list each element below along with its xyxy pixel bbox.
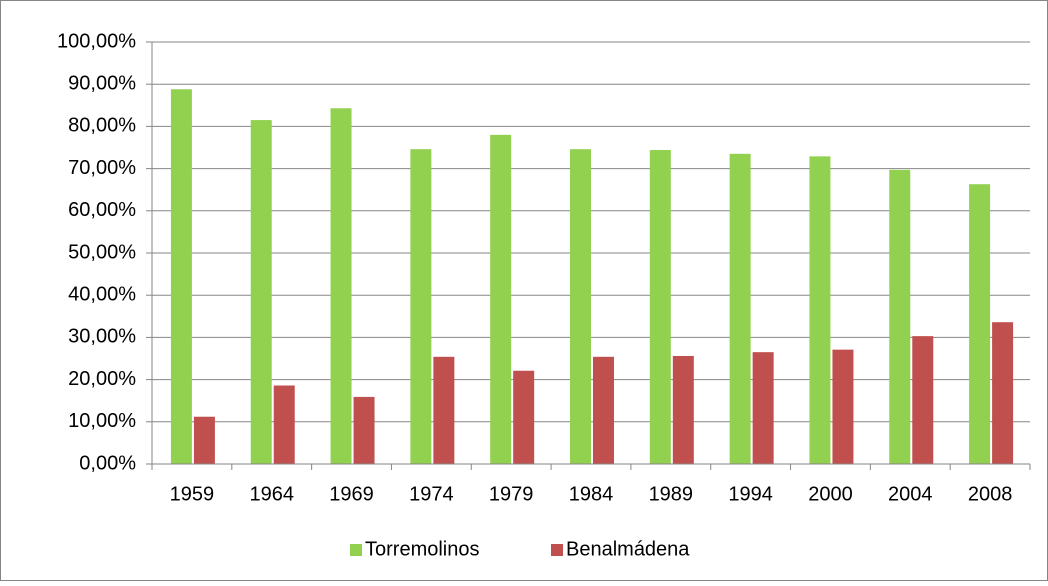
x-tick-label: 1979 [489, 483, 534, 505]
x-tick-label: 1974 [409, 483, 454, 505]
x-tick-label: 1984 [569, 483, 614, 505]
y-tick-label: 100,00% [57, 30, 136, 52]
bar [170, 89, 192, 464]
y-tick-label: 50,00% [68, 241, 136, 263]
bar [513, 370, 535, 464]
x-tick-label: 1964 [249, 483, 294, 505]
x-tick-label: 1989 [649, 483, 694, 505]
x-tick-label: 2000 [808, 483, 853, 505]
bar [649, 150, 671, 465]
bar [570, 149, 591, 465]
legend-swatch [350, 544, 362, 556]
y-tick-label: 70,00% [68, 157, 136, 179]
bar [273, 385, 295, 464]
bar [490, 134, 512, 464]
legend-label: Torremolinos [365, 538, 479, 560]
legend-swatch [551, 544, 563, 556]
y-tick-label: 20,00% [68, 368, 136, 390]
y-tick-label: 90,00% [68, 72, 136, 94]
bar [889, 169, 911, 464]
y-tick-label: 40,00% [68, 283, 136, 305]
bar [752, 352, 774, 464]
x-tick-label: 2008 [968, 483, 1013, 505]
bar [672, 355, 694, 464]
bar [410, 149, 432, 465]
bar [729, 153, 751, 464]
y-tick-label: 60,00% [68, 199, 136, 221]
bar [809, 156, 831, 464]
bar [193, 416, 215, 464]
bar [433, 356, 455, 464]
y-tick-label: 80,00% [68, 115, 136, 137]
bar [992, 322, 1014, 464]
y-tick-label: 30,00% [68, 326, 136, 348]
legend-label: Benalmádena [566, 538, 690, 560]
y-tick-label: 0,00% [79, 452, 136, 474]
x-tick-label: 1959 [170, 483, 215, 505]
x-tick-label: 2004 [888, 483, 933, 505]
x-tick-label: 1969 [329, 483, 374, 505]
bar [330, 108, 352, 464]
bar [832, 349, 854, 464]
bar [593, 356, 614, 464]
bar [353, 396, 375, 464]
bar [250, 120, 272, 464]
bar [912, 336, 934, 464]
y-tick-label: 10,00% [68, 410, 136, 432]
bar [969, 184, 991, 465]
x-tick-label: 1994 [728, 483, 773, 505]
